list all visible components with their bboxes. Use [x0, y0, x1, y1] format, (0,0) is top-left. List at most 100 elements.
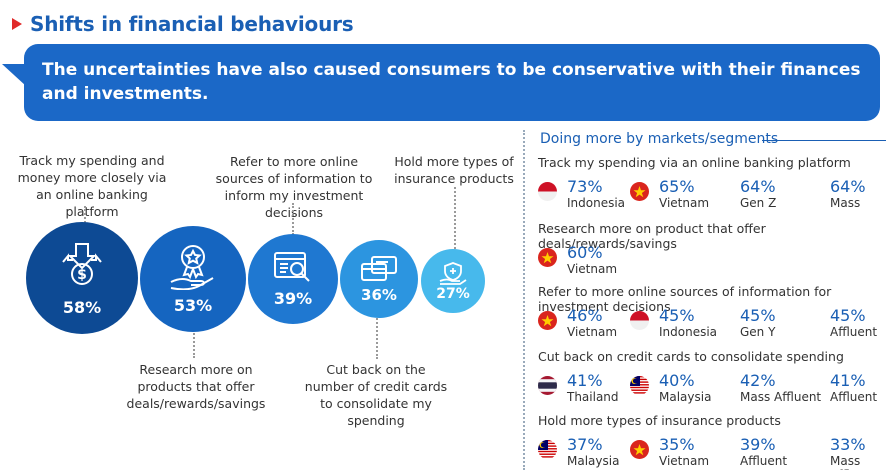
- vietnam-flag-icon: [630, 440, 649, 459]
- market-stat-name: Mass: [830, 196, 861, 210]
- vietnam-flag-icon: [538, 248, 557, 267]
- market-stat: 35% Vietnam: [659, 435, 709, 468]
- market-stat: 45% Indonesia: [659, 306, 717, 339]
- behaviour-circle-insurance: 27%: [421, 249, 485, 313]
- market-stat-name: Indonesia: [567, 196, 626, 210]
- market-stat: 33%Mass Affluent: [830, 435, 896, 470]
- behaviour-circle-online-sources: 39%: [248, 234, 338, 324]
- market-stat-name: Vietnam: [567, 262, 618, 276]
- market-stat: 39% Affluent: [740, 435, 787, 468]
- connector-line: [292, 203, 294, 235]
- title-rule: [762, 140, 886, 141]
- market-stat-pct: 39%: [740, 435, 776, 454]
- behaviour-label-online-sources: Refer to more online sources of informat…: [215, 154, 373, 220]
- market-stat-pct: 65%: [659, 177, 695, 196]
- market-stat-pct: 64%: [830, 177, 866, 196]
- market-stat-name: Vietnam: [659, 196, 710, 210]
- svg-text:$: $: [77, 267, 87, 283]
- section-header: Shifts in financial behaviours: [12, 12, 354, 36]
- speech-bubble-tail: [2, 64, 26, 86]
- page-title: Shifts in financial behaviours: [30, 12, 354, 36]
- insurance-hand-icon: [439, 261, 467, 285]
- market-stat: 64% Mass: [830, 177, 866, 210]
- market-stat: 60% Vietnam: [567, 243, 617, 276]
- market-stat: 46% Vietnam: [567, 306, 617, 339]
- behaviour-pct: 36%: [361, 285, 397, 304]
- market-stat-pct: 33%: [830, 435, 866, 454]
- market-stat-name: Affluent: [740, 454, 788, 468]
- market-stat-pct: 35%: [659, 435, 695, 454]
- panel-divider: [523, 130, 525, 470]
- market-stat-name: Gen Z: [740, 196, 777, 210]
- behaviour-pct: 58%: [62, 297, 102, 317]
- market-stat-name: Mass Affluent: [830, 454, 877, 470]
- market-stat-name: Malaysia: [659, 390, 712, 404]
- market-stat-pct: 73%: [567, 177, 603, 196]
- credit-cards-icon: [361, 255, 397, 281]
- behaviour-label-insurance: Hold more types of insurance products: [394, 154, 514, 186]
- market-stat-name: Affluent: [830, 325, 878, 339]
- market-stat-pct: 41%: [567, 371, 603, 390]
- money-tracking-icon: $: [62, 242, 102, 285]
- market-stat-name: Vietnam: [659, 454, 710, 468]
- behaviour-circle-credit-cards: 36%: [340, 240, 418, 318]
- market-stat: 65% Vietnam: [659, 177, 709, 210]
- markets-title: Doing more by markets/segments: [540, 131, 886, 147]
- market-stat: 40% Malaysia: [659, 371, 711, 404]
- banner-text: The uncertainties have also caused consu…: [42, 60, 861, 104]
- market-stat-name: Affluent: [830, 390, 878, 404]
- market-stat-name: Mass Affluent: [740, 390, 822, 404]
- malaysia-flag-icon: [630, 376, 649, 395]
- market-stat-pct: 46%: [567, 306, 603, 325]
- market-stat: 41% Thailand: [567, 371, 619, 404]
- market-stat-name: Indonesia: [659, 325, 718, 339]
- market-stat-name: Vietnam: [567, 325, 618, 339]
- market-stat-name: Thailand: [567, 390, 619, 404]
- market-stat-pct: 37%: [567, 435, 603, 454]
- indonesia-flag-icon: [630, 311, 649, 330]
- behaviour-pct: 53%: [173, 295, 213, 315]
- market-stat-pct: 41%: [830, 371, 866, 390]
- thailand-flag-icon: [538, 376, 557, 395]
- connector-line: [454, 187, 456, 249]
- market-stat: 45% Gen Y: [740, 306, 776, 339]
- market-stat: 37% Malaysia: [567, 435, 619, 468]
- online-research-icon: [274, 251, 310, 282]
- vietnam-flag-icon: [538, 311, 557, 330]
- summary-banner: The uncertainties have also caused consu…: [24, 44, 880, 121]
- market-section-title: Research more on product that offer deal…: [538, 221, 766, 251]
- market-section-title: Cut back on credit cards to consolidate …: [538, 349, 844, 364]
- vietnam-flag-icon: [630, 182, 649, 201]
- award-hand-icon: [170, 244, 214, 290]
- market-stat-pct: 45%: [659, 306, 695, 325]
- market-stat-pct: 40%: [659, 371, 695, 390]
- connector-line: [193, 314, 195, 358]
- market-stat-pct: 64%: [740, 177, 776, 196]
- market-stat-pct: 45%: [830, 306, 866, 325]
- market-section-title: Refer to more online sources of informat…: [538, 284, 832, 314]
- market-stat-pct: 60%: [567, 243, 603, 262]
- market-section-title: Track my spending via an online banking …: [538, 155, 851, 170]
- market-section-title: Hold more types of insurance products: [538, 413, 781, 428]
- market-stat-pct: 42%: [740, 371, 776, 390]
- behaviour-label-track-spending: Track my spending and money more closely…: [17, 153, 167, 219]
- triangle-bullet-icon: [12, 18, 22, 30]
- market-stat: 64% Gen Z: [740, 177, 776, 210]
- market-stat: 45% Affluent: [830, 306, 877, 339]
- market-stat: 42% Mass Affluent: [740, 371, 821, 404]
- behaviour-pct: 39%: [273, 288, 313, 308]
- malaysia-flag-icon: [538, 440, 557, 459]
- connector-line: [376, 303, 378, 359]
- market-stat: 41% Affluent: [830, 371, 877, 404]
- behaviour-label-credit-cards: Cut back on the number of credit cards t…: [304, 362, 448, 428]
- behaviour-circle-track-spending: $ 58%: [26, 222, 138, 334]
- behaviour-label-research-deals: Research more on products that offer dea…: [126, 362, 266, 411]
- indonesia-flag-icon: [538, 182, 557, 201]
- market-stat-name: Malaysia: [567, 454, 620, 468]
- markets-title-text: Doing more by markets/segments: [540, 131, 779, 147]
- behaviour-circle-research-deals: 53%: [140, 226, 246, 332]
- market-stat: 73% Indonesia: [567, 177, 625, 210]
- behaviour-pct: 27%: [436, 285, 470, 302]
- market-stat-pct: 45%: [740, 306, 776, 325]
- market-stat-name: Gen Y: [740, 325, 776, 339]
